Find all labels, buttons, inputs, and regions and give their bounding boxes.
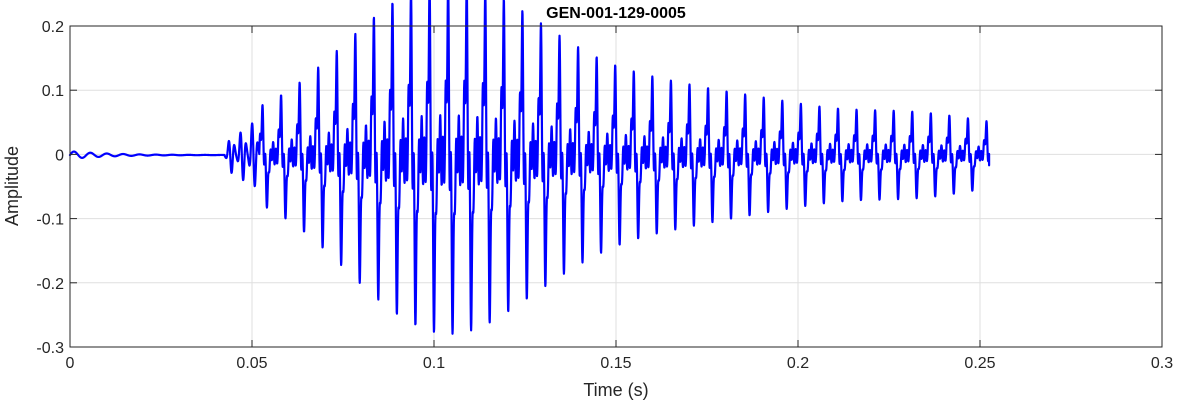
x-tick-labels: 0 0.05 0.1 0.15 0.2 0.25 0.3 (66, 355, 1174, 372)
y-tick-label: 0.1 (42, 83, 64, 100)
ticks (69, 25, 1163, 348)
y-tick-label: -0.3 (36, 340, 64, 357)
x-tick-label: 0.15 (600, 355, 631, 372)
y-tick-label: 0.2 (42, 19, 64, 36)
x-tick-label: 0.25 (964, 355, 995, 372)
x-axis-label: Time (s) (583, 380, 648, 400)
x-tick-label: 0.3 (1151, 355, 1173, 372)
waveform-line (68, 0, 991, 335)
y-tick-label: 0 (55, 147, 64, 164)
y-tick-label: -0.1 (36, 212, 64, 229)
x-tick-label: 0 (66, 355, 75, 372)
y-axis-label: Amplitude (2, 146, 22, 226)
y-tick-label: -0.2 (36, 276, 64, 293)
x-tick-label: 0.1 (423, 355, 445, 372)
chart-title: GEN-001-129-0005 (546, 5, 686, 22)
y-tick-labels: -0.3 -0.2 -0.1 0 0.1 0.2 (36, 19, 64, 357)
waveform-series (68, 0, 991, 335)
x-tick-label: 0.05 (236, 355, 267, 372)
x-tick-label: 0.2 (787, 355, 809, 372)
